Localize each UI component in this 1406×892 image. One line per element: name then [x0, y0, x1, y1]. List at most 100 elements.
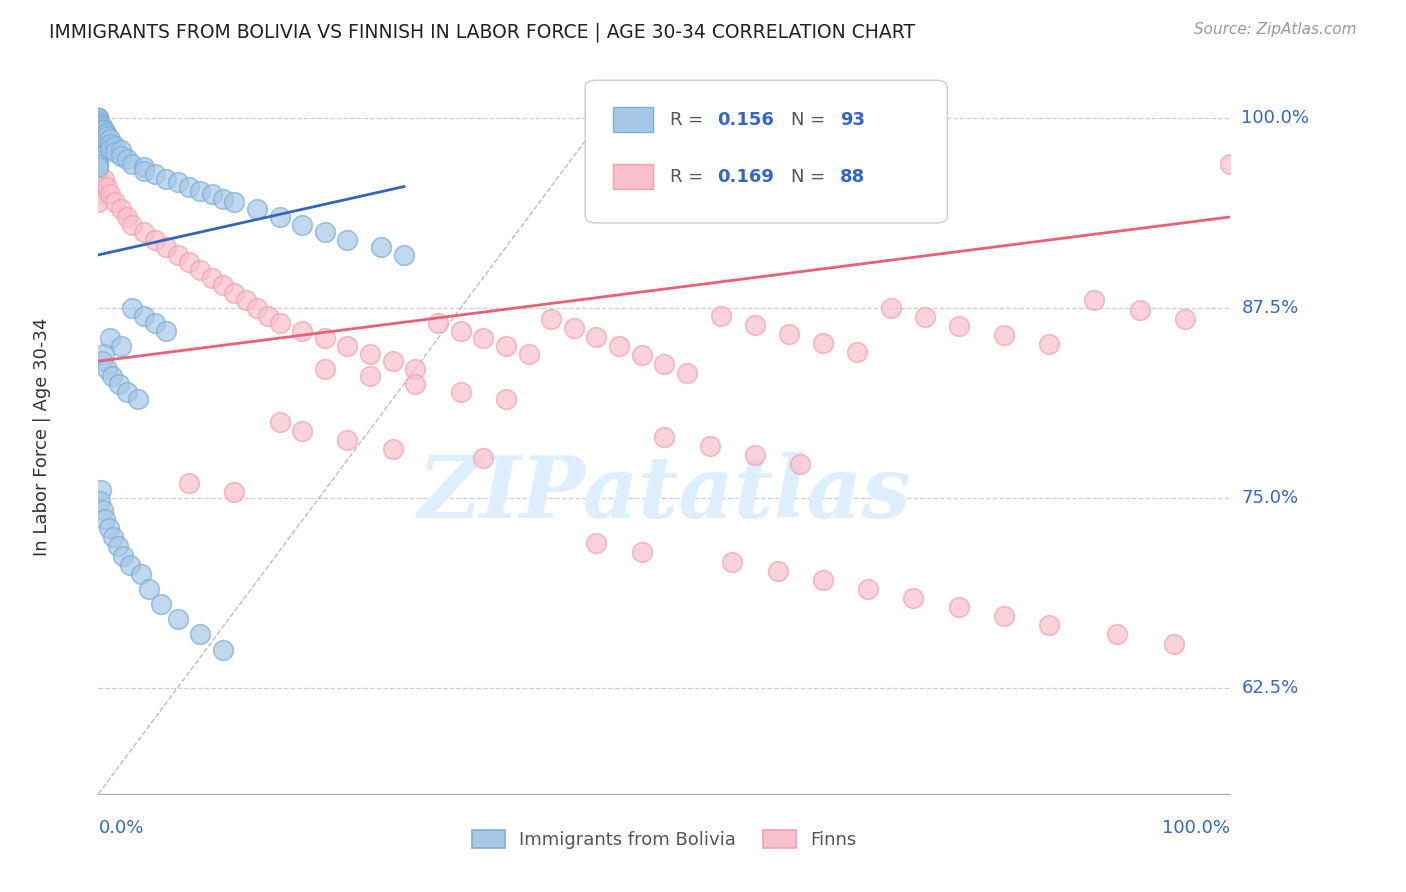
Point — [744, 448, 766, 462]
Point — [201, 187, 224, 202]
Point — [517, 346, 540, 360]
Point — [87, 116, 110, 130]
Point — [87, 114, 110, 128]
Point — [96, 134, 118, 148]
Point — [993, 609, 1015, 624]
Point — [87, 123, 110, 137]
Point — [291, 324, 314, 338]
Point — [138, 582, 160, 596]
FancyBboxPatch shape — [585, 80, 948, 223]
Point — [336, 339, 359, 353]
Point — [155, 324, 177, 338]
Point — [392, 248, 415, 262]
Point — [131, 566, 153, 581]
Point — [585, 536, 607, 550]
Point — [381, 354, 404, 368]
Text: IMMIGRANTS FROM BOLIVIA VS FINNISH IN LABOR FORCE | AGE 30-34 CORRELATION CHART: IMMIGRANTS FROM BOLIVIA VS FINNISH IN LA… — [49, 22, 915, 42]
Point — [87, 112, 110, 126]
Point — [699, 439, 721, 453]
Text: 75.0%: 75.0% — [1241, 489, 1299, 507]
Point — [98, 136, 121, 151]
Point — [87, 164, 110, 178]
Point — [472, 451, 495, 466]
Point — [359, 369, 381, 384]
Point — [120, 558, 142, 572]
Point — [336, 433, 359, 447]
Text: Source: ZipAtlas.com: Source: ZipAtlas.com — [1194, 22, 1357, 37]
Point — [96, 361, 118, 376]
Point — [1163, 636, 1185, 650]
Point — [90, 125, 112, 139]
Point — [370, 240, 392, 254]
Point — [880, 301, 903, 315]
Point — [87, 149, 110, 163]
Point — [472, 331, 495, 345]
Point — [149, 597, 172, 611]
Point — [155, 240, 177, 254]
Point — [766, 564, 789, 578]
Point — [87, 153, 110, 168]
Text: 0.0%: 0.0% — [98, 819, 143, 837]
Point — [94, 512, 117, 526]
Point — [90, 121, 112, 136]
Point — [155, 172, 177, 186]
Point — [269, 415, 291, 429]
Point — [91, 503, 114, 517]
Point — [112, 549, 135, 563]
Point — [87, 172, 110, 186]
Point — [540, 311, 562, 326]
Point — [359, 346, 381, 360]
Point — [188, 627, 211, 641]
Point — [104, 138, 127, 153]
Point — [96, 127, 118, 141]
FancyBboxPatch shape — [613, 107, 652, 132]
Text: ZIPat​atlas: ZIPat​atlas — [418, 452, 911, 536]
Point — [1219, 157, 1241, 171]
Text: 100.0%: 100.0% — [1241, 109, 1309, 128]
Point — [110, 339, 132, 353]
Point — [87, 128, 110, 142]
Point — [314, 331, 336, 345]
Point — [585, 330, 607, 344]
Point — [87, 129, 110, 144]
Point — [93, 123, 115, 137]
Point — [107, 376, 129, 391]
Point — [115, 210, 138, 224]
Point — [314, 225, 336, 239]
Point — [107, 540, 129, 554]
Point — [948, 600, 970, 615]
Text: 88: 88 — [839, 168, 865, 186]
Point — [89, 493, 111, 508]
Point — [90, 354, 112, 368]
Point — [177, 255, 200, 269]
Text: 93: 93 — [839, 111, 865, 128]
Point — [87, 157, 110, 171]
Text: 0.156: 0.156 — [717, 111, 775, 128]
Point — [1129, 302, 1152, 317]
Point — [93, 346, 115, 360]
Point — [132, 164, 155, 178]
Point — [87, 132, 110, 146]
Point — [87, 157, 110, 171]
Point — [188, 263, 211, 277]
Point — [104, 194, 127, 209]
Point — [87, 127, 110, 141]
Point — [652, 357, 676, 371]
Text: N =: N = — [792, 168, 831, 186]
Point — [87, 121, 110, 136]
Point — [562, 320, 585, 334]
Point — [914, 310, 936, 325]
Point — [1038, 337, 1060, 351]
Point — [87, 112, 110, 126]
Point — [143, 168, 166, 182]
Point — [404, 376, 426, 391]
Point — [1174, 311, 1197, 326]
Point — [96, 179, 118, 194]
Point — [789, 458, 811, 472]
Point — [166, 175, 188, 189]
Point — [98, 331, 121, 345]
Point — [177, 179, 200, 194]
Point — [87, 136, 110, 151]
Point — [96, 129, 118, 144]
Point — [104, 145, 127, 159]
